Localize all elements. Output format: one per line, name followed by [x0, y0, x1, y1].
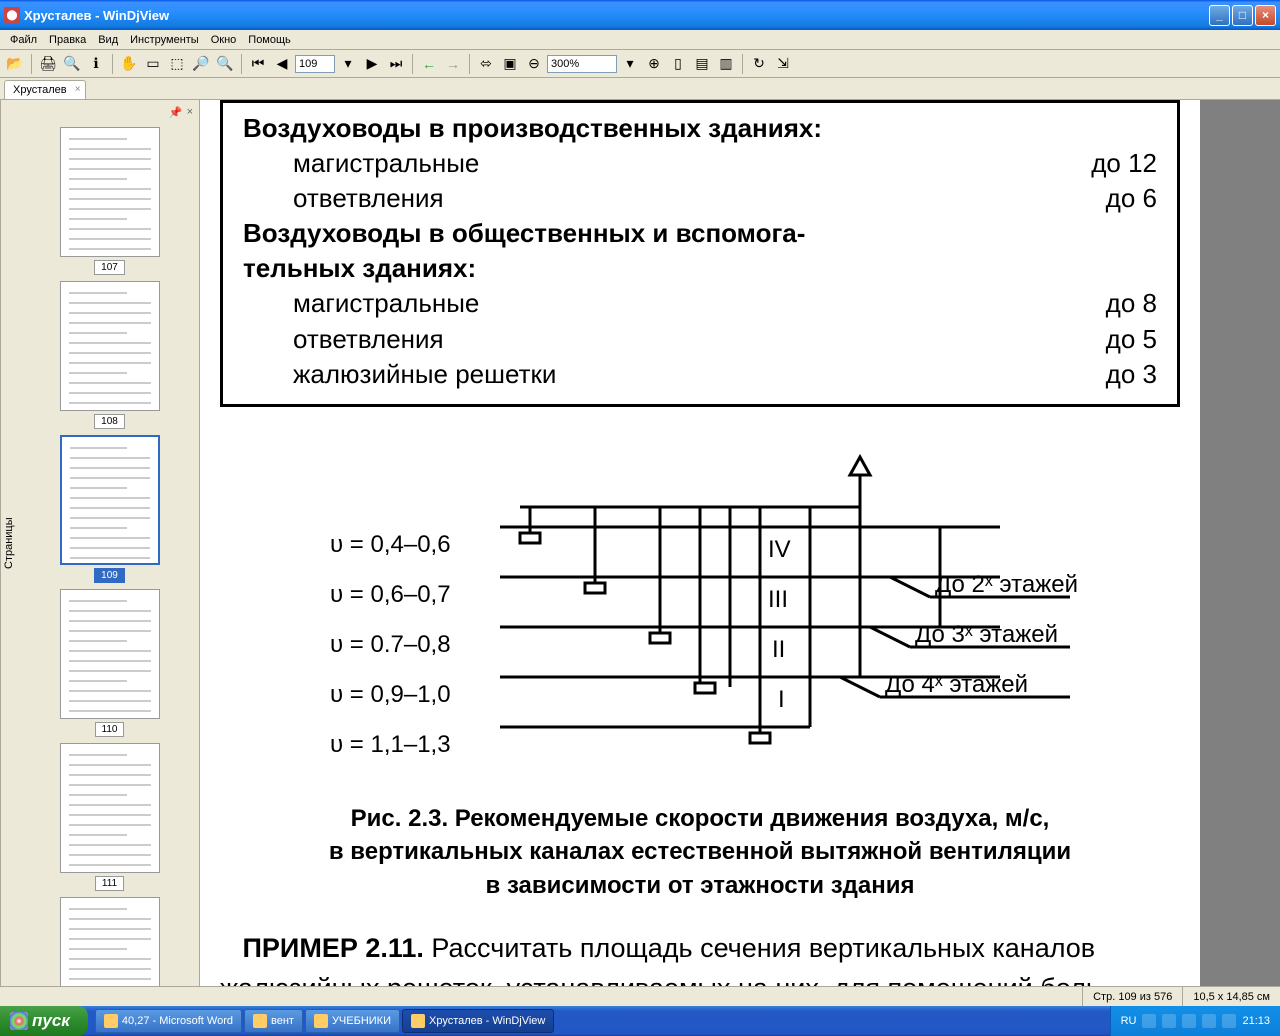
zoom-minus-icon[interactable]: ⊖ [523, 53, 545, 75]
thumbnail-112[interactable]: 112 [24, 897, 195, 986]
find-icon[interactable]: 🔍 [61, 53, 83, 75]
taskbar-button[interactable]: УЧЕБНИКИ [305, 1009, 400, 1033]
thumbnail-107[interactable]: 107 [24, 127, 195, 275]
document-view[interactable]: Воздуховоды в производственных зданиях: … [200, 100, 1280, 986]
menu-view[interactable]: Вид [92, 32, 124, 48]
menu-edit[interactable]: Правка [43, 32, 92, 48]
system-tray[interactable]: RU 21:13 [1110, 1006, 1280, 1036]
sidebar: Страницы 📌 × 107108109110111112113 [0, 100, 200, 986]
nav-fwd-icon[interactable]: → [442, 53, 464, 75]
tray-clock[interactable]: 21:13 [1242, 1015, 1270, 1027]
page-content: Воздуховоды в производственных зданиях: … [200, 100, 1200, 986]
thumbnail-110[interactable]: 110 [24, 589, 195, 737]
toolbar: 📂 🖨 🔍 ℹ ✋ ▭ ⬚ 🔎 🔍 ⏮ ◀ ▾ ▶ ⏭ ← → ⬄ ▣ ⊖ ▾ … [0, 50, 1280, 78]
taskbar-button[interactable]: 40,27 - Microsoft Word [95, 1009, 242, 1033]
minimize-button[interactable]: _ [1209, 5, 1230, 26]
menu-tools[interactable]: Инструменты [124, 32, 205, 48]
rotate-icon[interactable]: ↻ [748, 53, 770, 75]
zoom-dropdown-icon[interactable]: ▾ [619, 53, 641, 75]
tray-lang[interactable]: RU [1121, 1015, 1137, 1027]
window-title: Хрусталев - WinDjView [24, 8, 1207, 23]
status-page: Стр. 109 из 576 [1082, 987, 1182, 1006]
thumbnail-108[interactable]: 108 [24, 281, 195, 429]
first-page-icon[interactable]: ⏮ [247, 53, 269, 75]
zoom-select[interactable] [547, 55, 617, 73]
menu-window[interactable]: Окно [205, 32, 243, 48]
title-bar: ⬤ Хрусталев - WinDjView _ □ × [0, 0, 1280, 30]
svg-text:III: III [768, 586, 788, 613]
page-dropdown-icon[interactable]: ▾ [337, 53, 359, 75]
sidebar-tab-pages[interactable]: Страницы [0, 100, 20, 986]
print-icon[interactable]: 🖨 [37, 53, 59, 75]
thumbnail-panel[interactable]: 📌 × 107108109110111112113 [20, 100, 199, 986]
prev-page-icon[interactable]: ◀ [271, 53, 293, 75]
zoom-plus-icon[interactable]: ⊕ [643, 53, 665, 75]
sidebar-pin-icon[interactable]: 📌 [169, 106, 183, 119]
svg-text:υ = 0,9–1,0: υ = 0,9–1,0 [330, 681, 451, 708]
last-page-icon[interactable]: ⏭ [385, 53, 407, 75]
svg-text:υ = 0.7–0,8: υ = 0.7–0,8 [330, 631, 451, 658]
thumbnail-109[interactable]: 109 [24, 435, 195, 583]
nav-back-icon[interactable]: ← [418, 53, 440, 75]
figure-caption: Рис. 2.3. Рекомендуемые скорости движени… [260, 802, 1140, 903]
select-icon[interactable]: ▭ [142, 53, 164, 75]
zoom-out-icon[interactable]: 🔍 [214, 53, 236, 75]
svg-text:II: II [772, 636, 785, 663]
tray-icon[interactable] [1222, 1014, 1236, 1028]
export-icon[interactable]: ⇲ [772, 53, 794, 75]
single-page-icon[interactable]: ▯ [667, 53, 689, 75]
menu-file[interactable]: Файл [4, 32, 43, 48]
info-icon[interactable]: ℹ [85, 53, 107, 75]
marquee-icon[interactable]: ⬚ [166, 53, 188, 75]
tray-icon[interactable] [1182, 1014, 1196, 1028]
taskbar: пуск 40,27 - Microsoft WordвентУЧЕБНИКИХ… [0, 1006, 1280, 1036]
tab-label: Хрусталев [13, 84, 67, 96]
status-bar: Стр. 109 из 576 10,5 x 14,85 см [0, 986, 1280, 1006]
start-button[interactable]: пуск [0, 1006, 88, 1036]
svg-text:IV: IV [768, 536, 791, 563]
svg-text:I: I [778, 686, 785, 713]
menu-bar: Файл Правка Вид Инструменты Окно Помощь [0, 30, 1280, 50]
example-text: ПРИМЕР 2.11. Рассчитать площадь сечения … [220, 928, 1180, 986]
diagram: υ = 0,4–0,6 υ = 0,6–0,7 υ = 0.7–0,8 υ = … [220, 447, 1180, 777]
svg-text:υ = 0,6–0,7: υ = 0,6–0,7 [330, 581, 451, 608]
zoom-in-icon[interactable]: 🔎 [190, 53, 212, 75]
svg-text:До 4ˣ этажей: До 4ˣ этажей [885, 671, 1028, 698]
fit-width-icon[interactable]: ⬄ [475, 53, 497, 75]
tray-icon[interactable] [1142, 1014, 1156, 1028]
tray-icon[interactable] [1162, 1014, 1176, 1028]
status-position: 10,5 x 14,85 см [1182, 987, 1280, 1006]
svg-text:υ = 0,4–0,6: υ = 0,4–0,6 [330, 531, 451, 558]
svg-text:До 3ˣ этажей: До 3ˣ этажей [915, 621, 1058, 648]
menu-help[interactable]: Помощь [242, 32, 297, 48]
tab-bar: Хрусталев × [0, 78, 1280, 100]
document-tab[interactable]: Хрусталев × [4, 80, 86, 99]
facing-icon[interactable]: ▥ [715, 53, 737, 75]
thumbnail-111[interactable]: 111 [24, 743, 195, 891]
fit-page-icon[interactable]: ▣ [499, 53, 521, 75]
tray-icon[interactable] [1202, 1014, 1216, 1028]
close-button[interactable]: × [1255, 5, 1276, 26]
svg-text:До 2ˣ этажей: До 2ˣ этажей [935, 571, 1078, 598]
maximize-button[interactable]: □ [1232, 5, 1253, 26]
svg-text:υ = 1,1–1,3: υ = 1,1–1,3 [330, 731, 451, 758]
table-box: Воздуховоды в производственных зданиях: … [220, 100, 1180, 407]
app-icon: ⬤ [4, 7, 20, 23]
taskbar-button[interactable]: вент [244, 1009, 303, 1033]
next-page-icon[interactable]: ▶ [361, 53, 383, 75]
hand-icon[interactable]: ✋ [118, 53, 140, 75]
taskbar-button[interactable]: Хрусталев - WinDjView [402, 1009, 554, 1033]
continuous-icon[interactable]: ▤ [691, 53, 713, 75]
page-input[interactable] [295, 55, 335, 73]
tab-close-icon[interactable]: × [75, 84, 81, 95]
open-icon[interactable]: 📂 [4, 53, 26, 75]
table-header-1: Воздуховоды в производственных зданиях: [243, 111, 822, 146]
sidebar-close-icon[interactable]: × [187, 106, 193, 119]
